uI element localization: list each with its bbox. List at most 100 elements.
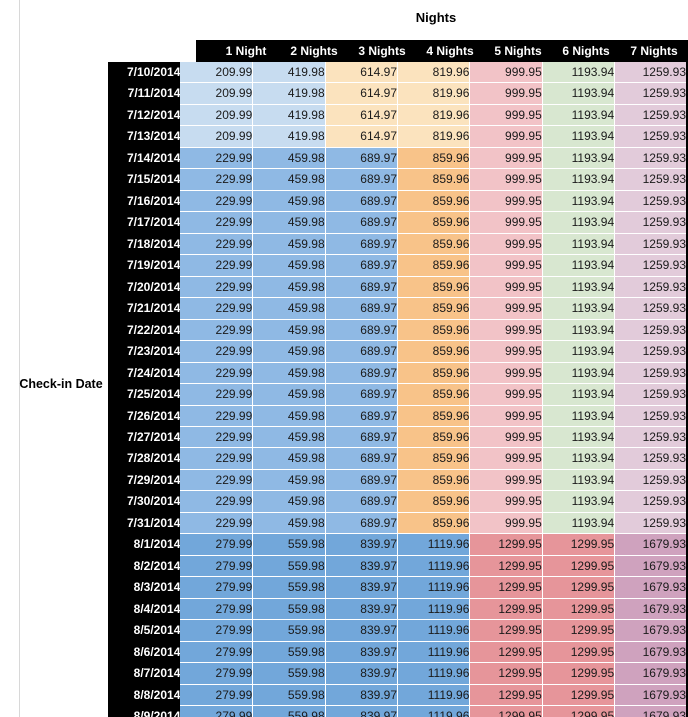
price-cell[interactable]: 419.98 — [252, 104, 326, 127]
row-header-date[interactable]: 7/17/2014 — [108, 211, 181, 234]
price-cell[interactable]: 279.99 — [180, 619, 254, 642]
row-header-date[interactable]: 7/23/2014 — [108, 340, 181, 363]
price-cell[interactable]: 419.98 — [252, 82, 326, 105]
price-cell[interactable]: 614.97 — [325, 104, 399, 127]
price-cell[interactable]: 859.96 — [397, 490, 471, 513]
price-cell[interactable]: 459.98 — [252, 340, 326, 363]
price-cell[interactable]: 1679.93 — [614, 662, 688, 685]
row-header-date[interactable]: 8/1/2014 — [108, 533, 181, 556]
price-cell[interactable]: 1299.95 — [469, 598, 543, 621]
price-cell[interactable]: 459.98 — [252, 297, 326, 320]
price-cell[interactable]: 229.99 — [180, 276, 254, 299]
price-cell[interactable]: 209.99 — [180, 62, 254, 84]
row-header-date[interactable]: 7/10/2014 — [108, 62, 181, 83]
price-cell[interactable]: 229.99 — [180, 297, 254, 320]
row-header-date[interactable]: 7/19/2014 — [108, 254, 181, 277]
price-cell[interactable]: 1193.94 — [542, 62, 616, 84]
price-cell[interactable]: 614.97 — [325, 125, 399, 148]
price-cell[interactable]: 689.97 — [325, 405, 399, 427]
row-header-date[interactable]: 8/6/2014 — [108, 641, 181, 663]
price-cell[interactable]: 999.95 — [469, 104, 543, 127]
price-cell[interactable]: 279.99 — [180, 641, 254, 664]
price-cell[interactable]: 559.98 — [252, 662, 326, 685]
price-cell[interactable]: 279.99 — [180, 576, 254, 599]
price-cell[interactable]: 1299.95 — [469, 555, 543, 578]
price-cell[interactable]: 689.97 — [325, 147, 399, 170]
row-header-date[interactable]: 7/13/2014 — [108, 125, 181, 148]
price-cell[interactable]: 1299.95 — [542, 576, 616, 599]
price-cell[interactable]: 1259.93 — [614, 190, 688, 213]
price-cell[interactable]: 839.97 — [325, 576, 399, 599]
price-cell[interactable]: 1259.93 — [614, 168, 688, 191]
price-cell[interactable]: 1259.93 — [614, 297, 688, 320]
price-cell[interactable]: 1679.93 — [614, 598, 688, 621]
price-cell[interactable]: 859.96 — [397, 362, 471, 385]
price-cell[interactable]: 1299.95 — [542, 641, 616, 664]
price-cell[interactable]: 1119.96 — [397, 619, 471, 642]
price-cell[interactable]: 459.98 — [252, 512, 326, 535]
price-cell[interactable]: 1193.94 — [542, 490, 616, 513]
price-cell[interactable]: 859.96 — [397, 211, 471, 234]
price-cell[interactable]: 689.97 — [325, 469, 399, 492]
price-cell[interactable]: 279.99 — [180, 662, 254, 685]
price-cell[interactable]: 1299.95 — [542, 598, 616, 621]
price-cell[interactable]: 689.97 — [325, 383, 399, 406]
price-cell[interactable]: 689.97 — [325, 168, 399, 191]
price-cell[interactable]: 859.96 — [397, 168, 471, 191]
price-cell[interactable]: 999.95 — [469, 125, 543, 148]
price-cell[interactable]: 1679.93 — [614, 576, 688, 599]
price-cell[interactable]: 559.98 — [252, 619, 326, 642]
price-cell[interactable]: 1299.95 — [542, 533, 616, 556]
price-cell[interactable]: 1259.93 — [614, 469, 688, 492]
price-cell[interactable]: 1299.95 — [469, 576, 543, 599]
price-cell[interactable]: 1259.93 — [614, 319, 688, 342]
row-header-date[interactable]: 7/11/2014 — [108, 82, 181, 105]
price-cell[interactable]: 1193.94 — [542, 254, 616, 277]
price-cell[interactable]: 999.95 — [469, 211, 543, 234]
row-header-date[interactable]: 8/4/2014 — [108, 598, 181, 620]
price-cell[interactable]: 859.96 — [397, 383, 471, 406]
price-cell[interactable]: 839.97 — [325, 598, 399, 621]
price-cell[interactable]: 859.96 — [397, 319, 471, 342]
price-cell[interactable]: 859.96 — [397, 469, 471, 492]
price-cell[interactable]: 1299.95 — [469, 662, 543, 685]
price-cell[interactable]: 459.98 — [252, 405, 326, 427]
price-cell[interactable]: 1193.94 — [542, 512, 616, 535]
price-cell[interactable]: 229.99 — [180, 405, 254, 427]
price-cell[interactable]: 999.95 — [469, 233, 543, 256]
price-cell[interactable]: 1259.93 — [614, 62, 688, 84]
price-cell[interactable]: 1119.96 — [397, 684, 471, 707]
row-header-date[interactable]: 7/24/2014 — [108, 362, 181, 384]
price-cell[interactable]: 689.97 — [325, 512, 399, 535]
price-cell[interactable]: 1679.93 — [614, 555, 688, 578]
price-cell[interactable]: 1193.94 — [542, 104, 616, 127]
price-cell[interactable]: 459.98 — [252, 211, 326, 234]
price-cell[interactable]: 999.95 — [469, 512, 543, 535]
price-cell[interactable]: 859.96 — [397, 512, 471, 535]
price-cell[interactable]: 1193.94 — [542, 405, 616, 427]
price-cell[interactable]: 229.99 — [180, 168, 254, 191]
price-cell[interactable]: 839.97 — [325, 684, 399, 707]
row-header-date[interactable]: 7/31/2014 — [108, 512, 181, 534]
price-cell[interactable]: 1259.93 — [614, 362, 688, 385]
price-cell[interactable]: 999.95 — [469, 490, 543, 513]
price-cell[interactable]: 1193.94 — [542, 276, 616, 299]
price-cell[interactable]: 1299.95 — [542, 619, 616, 642]
price-cell[interactable]: 459.98 — [252, 362, 326, 385]
price-cell[interactable]: 859.96 — [397, 447, 471, 470]
price-cell[interactable]: 614.97 — [325, 62, 399, 84]
price-cell[interactable]: 999.95 — [469, 319, 543, 342]
price-cell[interactable]: 689.97 — [325, 319, 399, 342]
price-cell[interactable]: 1259.93 — [614, 405, 688, 427]
price-cell[interactable]: 1193.94 — [542, 319, 616, 342]
row-header-date[interactable]: 7/26/2014 — [108, 405, 181, 427]
price-cell[interactable]: 459.98 — [252, 469, 326, 492]
row-header-date[interactable]: 8/9/2014 — [108, 705, 181, 717]
price-cell[interactable]: 689.97 — [325, 340, 399, 363]
row-header-date[interactable]: 7/27/2014 — [108, 426, 181, 448]
price-cell[interactable]: 1193.94 — [542, 82, 616, 105]
column-header[interactable]: 5 Nights — [494, 44, 542, 58]
price-cell[interactable]: 1119.96 — [397, 576, 471, 599]
price-cell[interactable]: 689.97 — [325, 362, 399, 385]
price-cell[interactable]: 229.99 — [180, 469, 254, 492]
